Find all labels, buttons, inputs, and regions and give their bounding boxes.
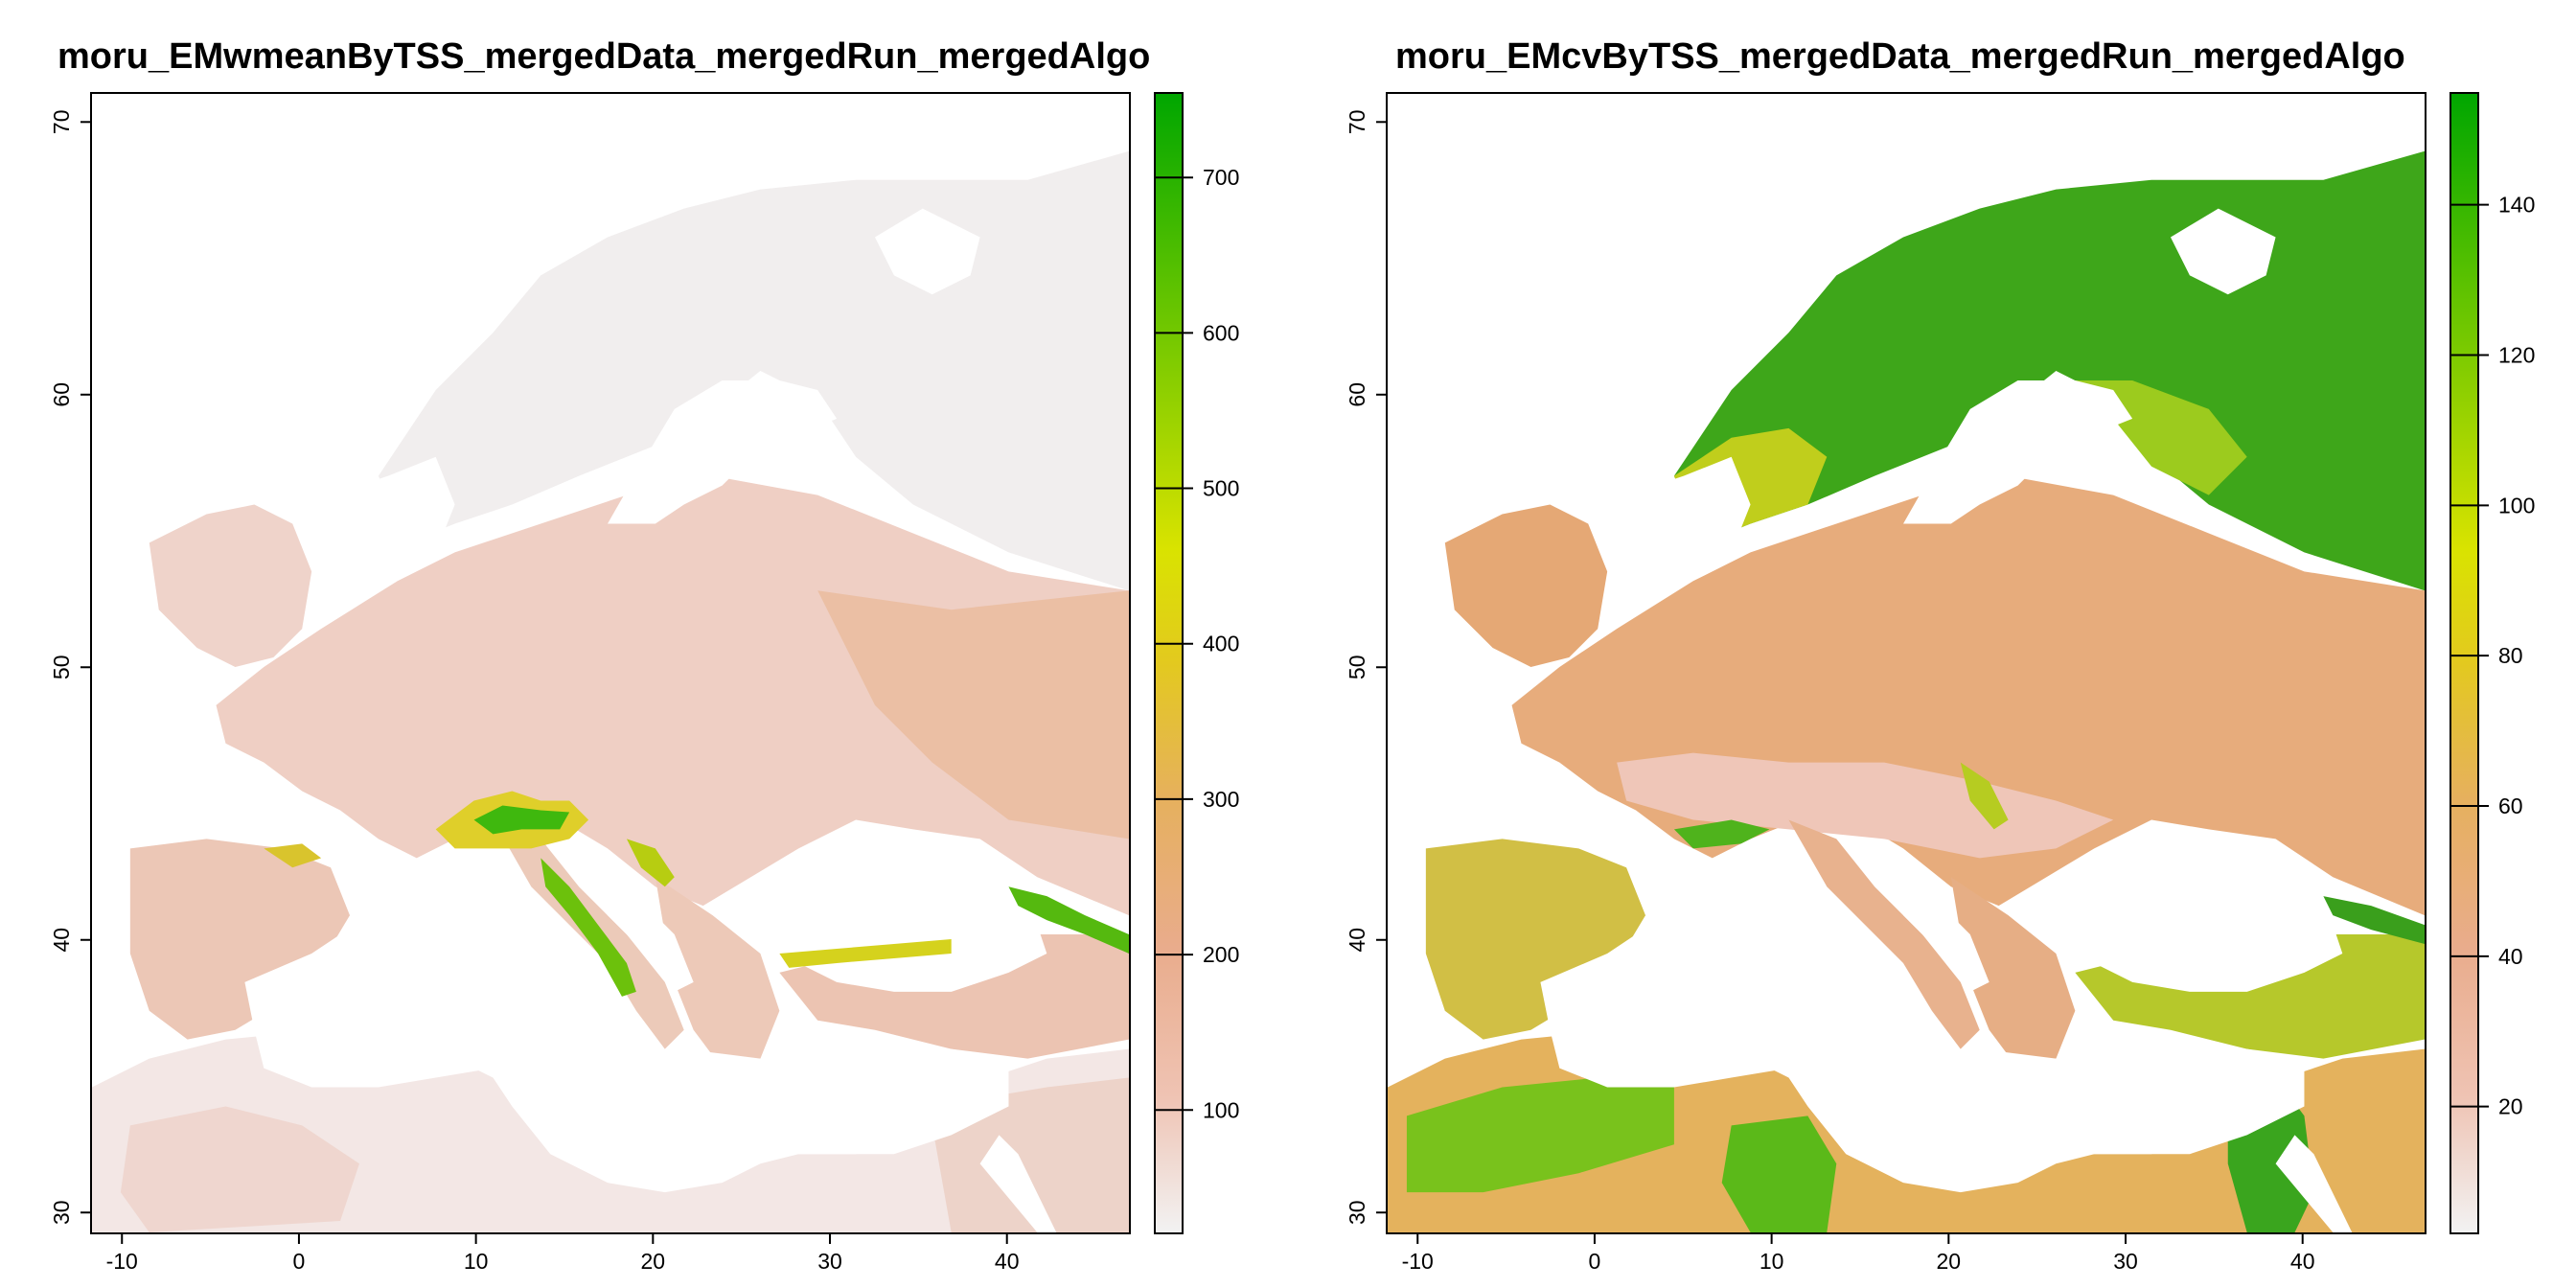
x-tick-label: 40 xyxy=(2290,1249,2315,1274)
x-tick-label: 0 xyxy=(1589,1249,1601,1274)
sea-white xyxy=(874,208,980,295)
raster-map xyxy=(1388,94,2425,1232)
sea-black xyxy=(798,886,1047,992)
sea-mediterranean-west xyxy=(1540,886,1847,1088)
region-maghreb-green xyxy=(1406,1077,1674,1193)
highlight-apennines xyxy=(540,858,636,997)
highlight-pyrenees xyxy=(264,843,322,868)
sea-mediterranean-east xyxy=(626,1039,1009,1174)
region-east-warm xyxy=(817,590,1129,840)
region-british-isles xyxy=(149,504,312,667)
sea-adriatic xyxy=(588,858,694,992)
x-tick-label: 30 xyxy=(2113,1249,2138,1274)
colorbar xyxy=(2450,92,2479,1234)
region-sahara-warm xyxy=(120,1106,359,1232)
sea-white xyxy=(2170,208,2276,295)
map-title: moru_EMwmeanByTSS_mergedData_mergedRun_m… xyxy=(58,36,1151,77)
sea-north xyxy=(331,456,455,572)
region-italy xyxy=(1788,819,1980,1049)
sea-adriatic xyxy=(1884,858,1990,992)
y-tick-label: 30 xyxy=(49,1200,74,1225)
legend-tick-label: 100 xyxy=(1203,1097,1239,1122)
y-tick-label: 40 xyxy=(49,928,74,953)
region-alps-light xyxy=(1617,752,2114,859)
region-libya-green xyxy=(1721,1116,1837,1232)
region-balkans xyxy=(655,877,780,1069)
x-tick-label: 10 xyxy=(464,1249,489,1274)
legend-tick-label: 500 xyxy=(1203,476,1239,501)
region-europe-main xyxy=(216,475,1129,916)
highlight-alps-green xyxy=(473,805,570,835)
legend-tick-label: 700 xyxy=(1203,165,1239,190)
colorbar xyxy=(1154,92,1184,1234)
x-tick-label: -10 xyxy=(106,1249,138,1274)
y-tick-label: 70 xyxy=(1345,109,1369,134)
x-tick-label: 30 xyxy=(817,1249,842,1274)
legend-tick-label: 600 xyxy=(1203,320,1239,345)
panel-cv: moru_EMcvByTSS_mergedData_mergedRun_merg… xyxy=(1288,0,2576,1288)
legend-tick-label: 140 xyxy=(2498,193,2535,218)
map-title: moru_EMcvByTSS_mergedData_mergedRun_merg… xyxy=(1395,36,2405,77)
y-tick-label: 70 xyxy=(49,109,74,134)
x-tick-label: 10 xyxy=(1760,1249,1784,1274)
sea-baltic xyxy=(608,380,838,524)
highlight-anatolia-north xyxy=(779,939,952,968)
highlight-balkans xyxy=(626,839,675,887)
sea-baltic xyxy=(1903,380,2133,524)
highlight-carpathians xyxy=(1960,762,2009,830)
x-tick-label: 20 xyxy=(641,1249,666,1274)
sea-red xyxy=(2275,1135,2353,1232)
highlight-alps-green xyxy=(1673,819,1770,849)
sea-red xyxy=(979,1135,1057,1232)
y-tick-label: 50 xyxy=(49,655,74,679)
y-tick-label: 50 xyxy=(1345,655,1369,679)
legend-tick-label: 60 xyxy=(2498,794,2523,818)
sea-black xyxy=(2094,886,2343,992)
sea-mediterranean-west xyxy=(244,886,551,1088)
legend-tick-label: 200 xyxy=(1203,942,1239,967)
x-tick-label: 40 xyxy=(995,1249,1020,1274)
panel-mean: moru_EMwmeanByTSS_mergedData_mergedRun_m… xyxy=(49,36,1239,1274)
highlight-caucasus xyxy=(1008,886,1129,954)
map-plot-area xyxy=(1386,92,2426,1234)
sea-mediterranean-east xyxy=(1921,1039,2305,1174)
legend-tick-label: 120 xyxy=(2498,342,2535,367)
legend-tick-label: 40 xyxy=(2498,944,2523,969)
sea-north xyxy=(1626,456,1751,572)
region-balkans xyxy=(1950,877,2076,1069)
legend-tick-label: 20 xyxy=(2498,1094,2523,1119)
legend-tick-label: 80 xyxy=(2498,643,2523,668)
x-tick-label: 0 xyxy=(293,1249,306,1274)
legend-tick-label: 100 xyxy=(2498,493,2535,518)
legend-tick-label: 400 xyxy=(1203,632,1239,656)
region-british-isles xyxy=(1444,504,1608,667)
y-tick-label: 60 xyxy=(49,382,74,407)
map-plot-area xyxy=(90,92,1131,1234)
x-tick-label: 20 xyxy=(1937,1249,1962,1274)
legend-tick-label: 300 xyxy=(1203,787,1239,812)
y-tick-label: 40 xyxy=(1345,928,1369,953)
raster-map xyxy=(92,94,1129,1232)
x-tick-label: -10 xyxy=(1402,1249,1434,1274)
y-tick-label: 30 xyxy=(1345,1200,1369,1225)
y-tick-label: 60 xyxy=(1345,382,1369,407)
highlight-caucasus xyxy=(2323,896,2425,945)
